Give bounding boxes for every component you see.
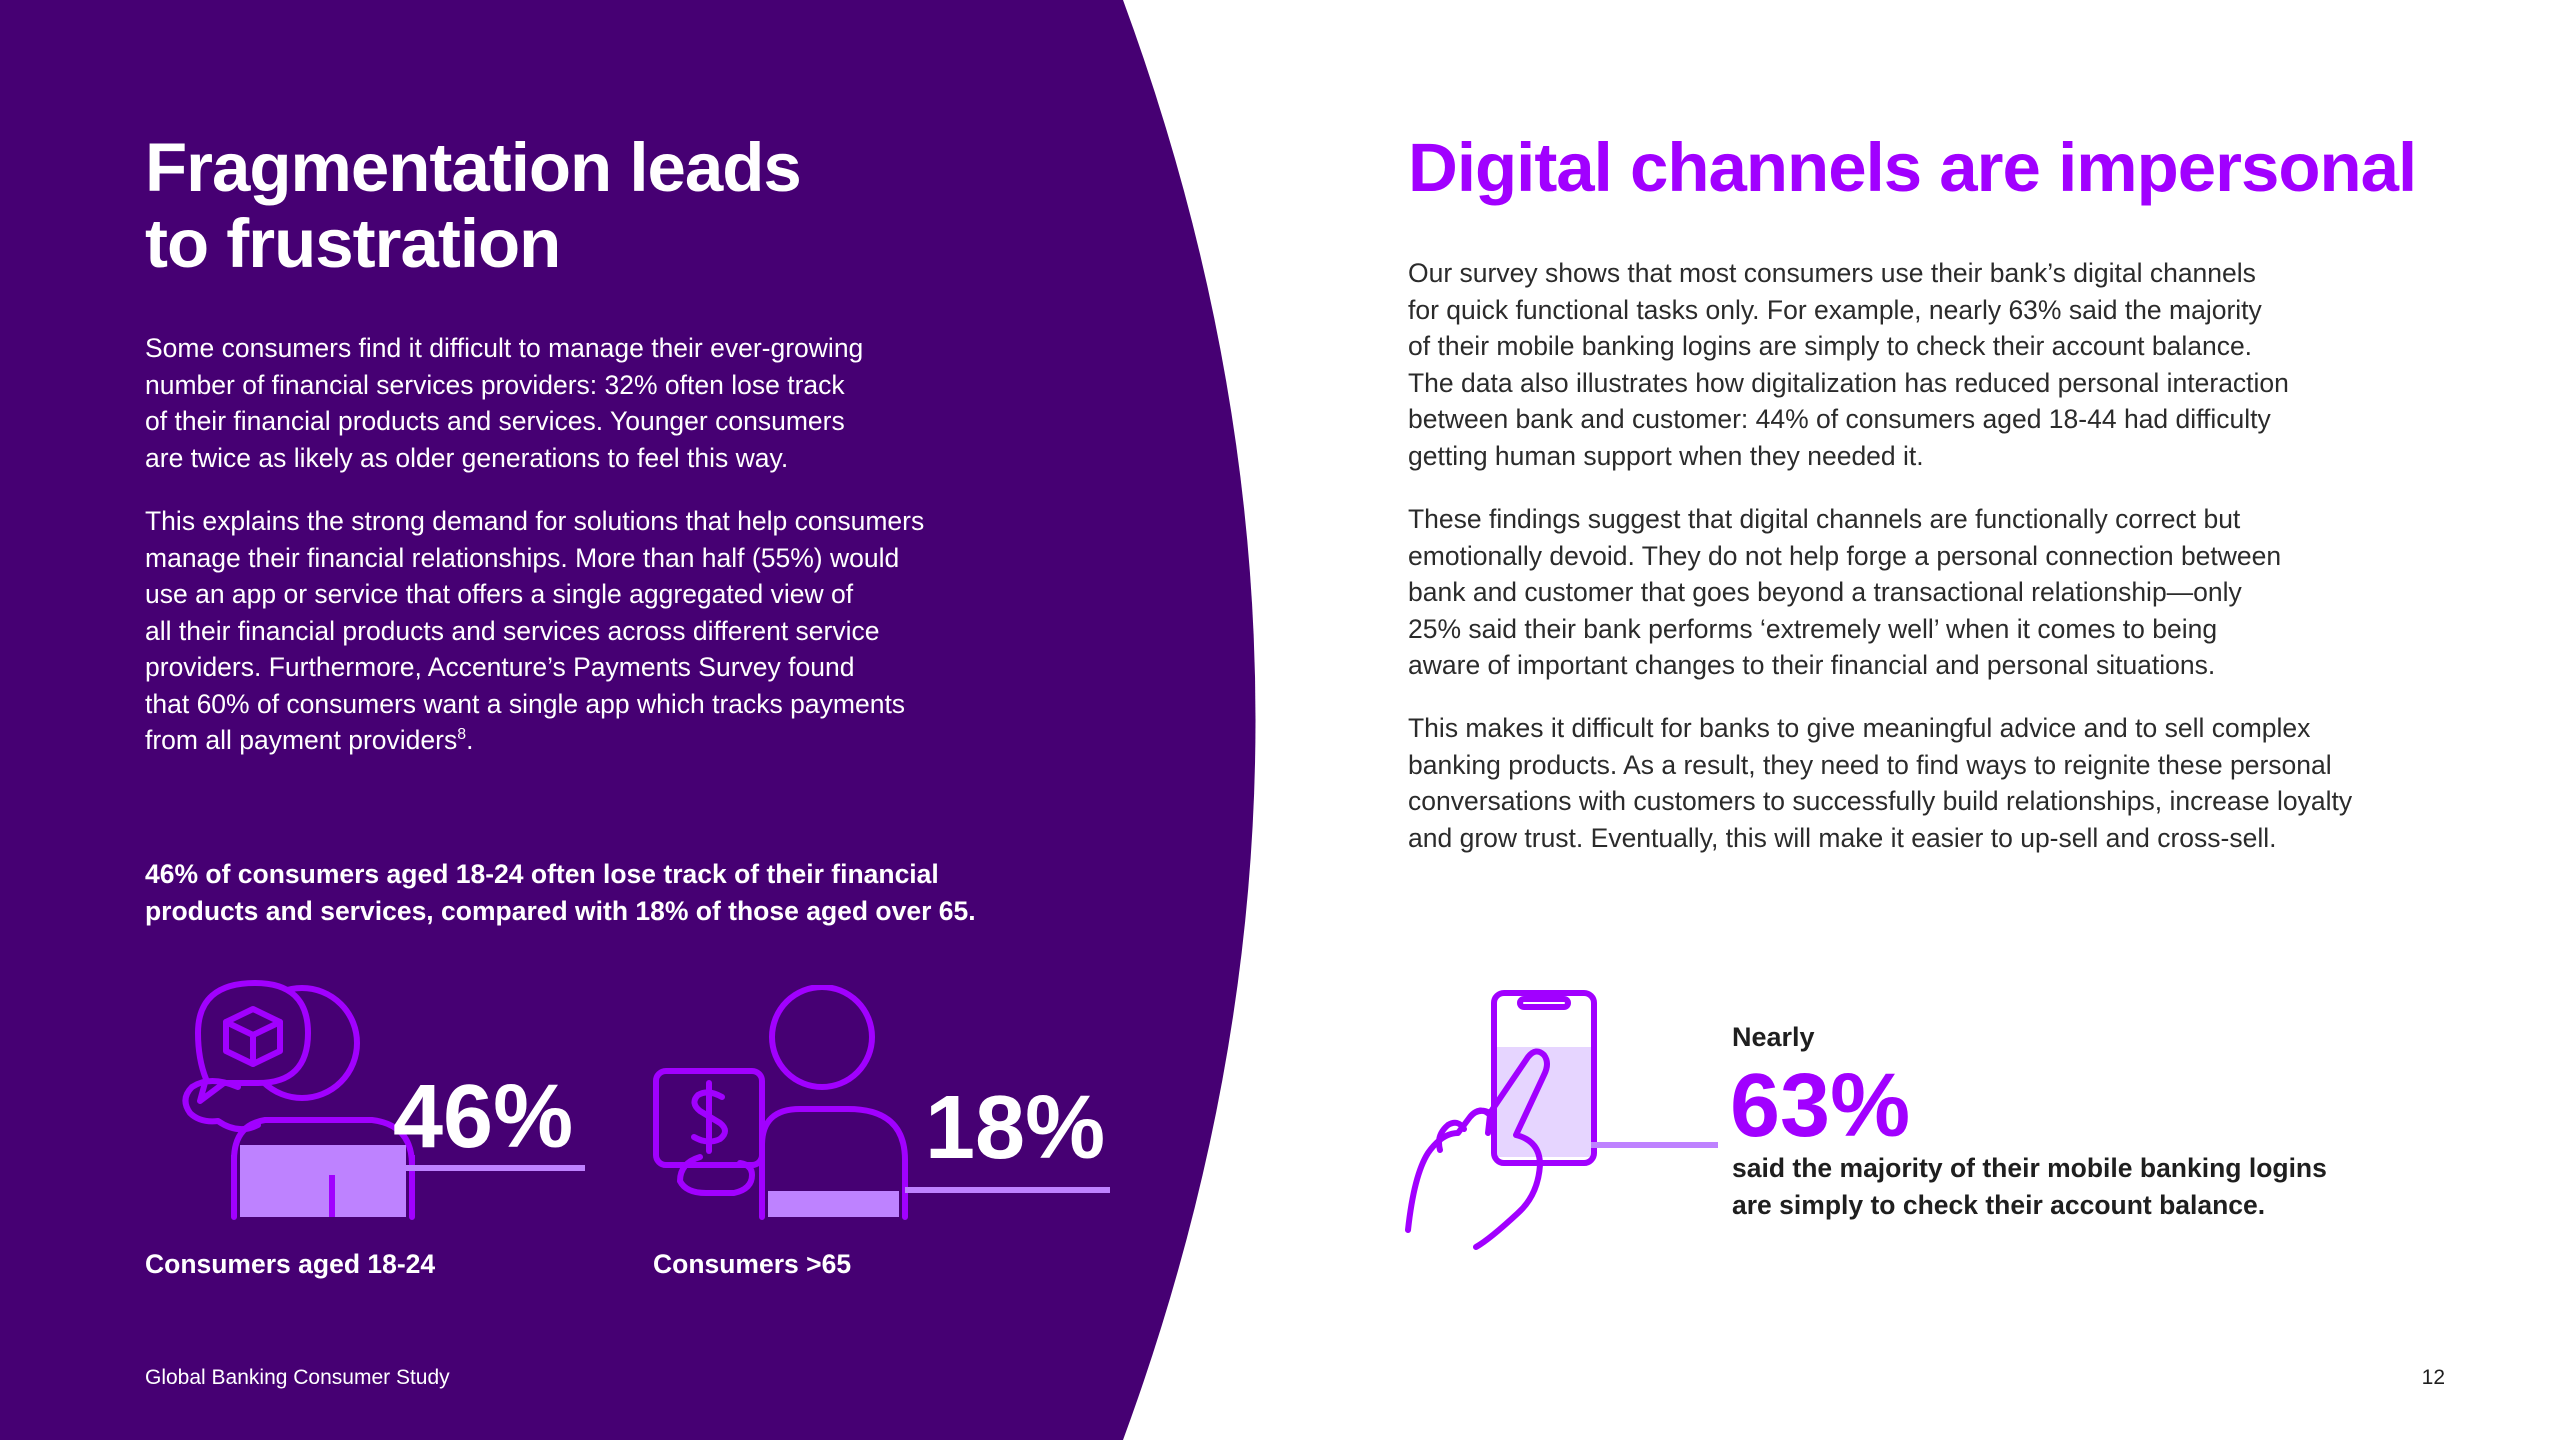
stat-fill-bar-18 (768, 1191, 899, 1217)
stat-value-18: 18% (925, 1078, 1106, 1178)
stat-value-46: 46% (393, 1067, 574, 1167)
person-with-package-icon (182, 980, 585, 1220)
stat-value-63: 63% (1730, 1056, 1911, 1156)
stat-label-18-24: Consumers aged 18-24 (145, 1249, 436, 1279)
right-title: Digital channels are impersonal (1408, 129, 2417, 206)
left-highlight-statement: 46% of consumers aged 18-24 often lose t… (145, 859, 976, 926)
person-with-dollar-icon (653, 985, 1110, 1220)
right-paragraph-1: Our survey shows that most consumers use… (1408, 258, 2289, 471)
footnote-marker: 8 (457, 726, 467, 744)
right-paragraph-3: This makes it difficult for banks to giv… (1408, 713, 2353, 853)
left-paragraph-2: This explains the strong demand for solu… (145, 506, 925, 755)
footer-study-name: Global Banking Consumer Study (145, 1366, 450, 1389)
stat-prefix-nearly: Nearly (1732, 1022, 1815, 1052)
stat-description-63: said the majority of their mobile bankin… (1732, 1153, 2327, 1220)
left-title: Fragmentation leads to frustration (145, 129, 802, 282)
stat-fill-bar-46 (240, 1145, 406, 1217)
page-number: 12 (2421, 1366, 2445, 1389)
left-paragraph-1: Some consumers find it difficult to mana… (145, 333, 864, 473)
right-paragraph-2: These findings suggest that digital chan… (1408, 504, 2282, 680)
hand-tapping-phone-icon (1405, 990, 1718, 1250)
stat-label-over-65: Consumers >65 (653, 1249, 852, 1279)
